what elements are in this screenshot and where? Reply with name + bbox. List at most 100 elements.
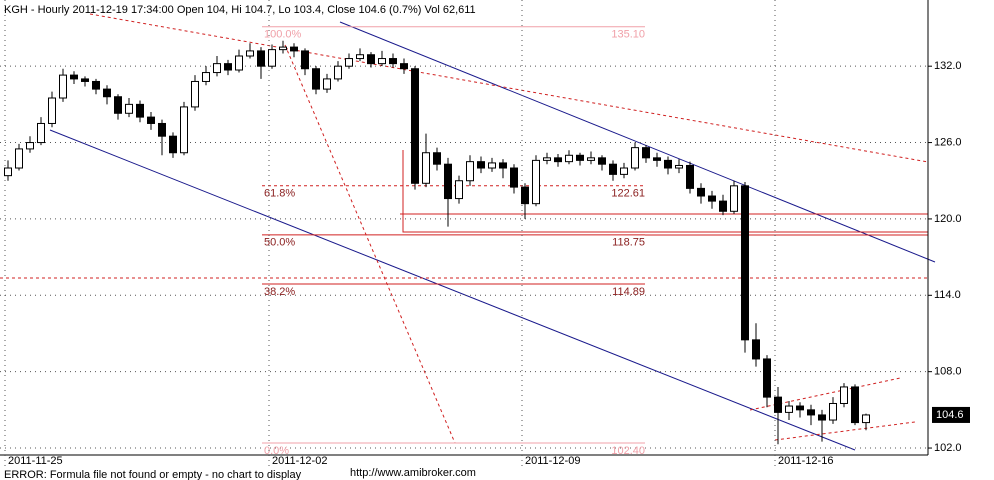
candle-body <box>323 78 331 90</box>
candle-body <box>235 55 243 71</box>
fib-ratio: 50.0% <box>264 237 295 249</box>
last-price-label: 104.6 <box>936 409 964 421</box>
candle-body <box>565 154 573 163</box>
candle-body <box>719 200 727 212</box>
error-message: ERROR: Formula file not found or empty -… <box>4 469 302 480</box>
y-tick-label: 108.0 <box>934 366 962 378</box>
candle-body <box>26 142 34 150</box>
y-tick-label: 120.0 <box>934 213 962 225</box>
candle-body <box>312 68 320 90</box>
candle-body <box>301 50 309 70</box>
candle-body <box>763 358 771 398</box>
range-box <box>402 150 928 233</box>
url: http://www.amibroker.com <box>350 467 476 479</box>
candle-body <box>829 402 837 421</box>
y-tick-label: 102.0 <box>934 442 962 454</box>
candle-body <box>411 68 419 184</box>
candle-body <box>477 161 485 169</box>
fib-level: 122.61 <box>611 188 645 200</box>
candle-body <box>653 157 661 161</box>
candle-body <box>433 152 441 165</box>
candle-body <box>37 122 45 144</box>
candle-body <box>92 80 100 90</box>
fib-level: 118.75 <box>612 237 645 249</box>
candle-body <box>70 74 78 80</box>
y-tick-label: 114.0 <box>934 289 961 301</box>
candle-body <box>400 63 408 70</box>
candle-body <box>367 54 375 65</box>
candle-body <box>15 148 23 169</box>
candle-body <box>741 185 749 341</box>
candle-body <box>862 414 870 424</box>
candle-body <box>697 187 705 197</box>
candle-body <box>257 50 265 67</box>
candle-body <box>268 49 276 67</box>
fib-ratio: 61.8% <box>264 188 295 200</box>
candle-body <box>686 164 694 189</box>
candle-body <box>752 339 760 360</box>
candle-body <box>576 154 584 161</box>
fib-level: 102.40 <box>611 445 645 457</box>
candle-body <box>499 162 507 169</box>
fib-level: 135.10 <box>611 29 645 41</box>
candle-body <box>213 63 221 74</box>
candle-body <box>521 186 529 205</box>
candle-body <box>114 96 122 114</box>
candle-body <box>202 72 210 82</box>
trend-line <box>49 129 856 451</box>
candle-body <box>444 163 452 200</box>
candle-body <box>48 97 56 124</box>
candle-body <box>620 167 628 175</box>
candle-body <box>785 405 793 413</box>
candle-body <box>180 106 188 154</box>
candle-body <box>598 157 606 165</box>
fib-ratio: 0.0% <box>264 445 289 457</box>
y-tick-label: 132.0 <box>934 60 962 72</box>
candle-body <box>147 116 155 124</box>
candle-body <box>356 54 364 60</box>
trend-line <box>284 44 456 444</box>
drawings <box>0 0 936 456</box>
x-tick-label: 2011-11-25 <box>8 455 63 467</box>
x-tick-label: 2011-12-09 <box>525 455 580 467</box>
candle-body <box>774 396 782 413</box>
candle-body <box>125 103 133 114</box>
candle-body <box>290 46 298 52</box>
candle-body <box>675 164 683 169</box>
candle-body <box>279 46 287 51</box>
candle-body <box>246 50 254 57</box>
candle-body <box>158 122 166 137</box>
fib-ratio: 100.0% <box>264 29 302 41</box>
trend-line <box>339 21 936 263</box>
candle-body <box>81 78 89 82</box>
candle-body <box>59 74 67 99</box>
candle-body <box>224 63 232 71</box>
candle-body <box>4 167 12 177</box>
candle-body <box>532 159 540 205</box>
y-tick-label: 126.0 <box>934 136 962 148</box>
candle-body <box>664 159 672 169</box>
candle-body <box>587 157 595 161</box>
candle-body <box>796 405 804 411</box>
candle-body <box>389 58 397 65</box>
candle-body <box>136 103 144 118</box>
candle-body <box>840 386 848 404</box>
candle-body <box>851 386 859 424</box>
x-tick-label: 2011-12-02 <box>272 455 327 467</box>
candle-body <box>708 195 716 202</box>
candle-body <box>334 65 342 80</box>
candle-body <box>807 409 815 416</box>
candle-body <box>730 185 738 212</box>
fib-level: 114.89 <box>612 286 645 298</box>
candle-body <box>554 157 562 163</box>
x-tick-label: 2011-12-16 <box>778 455 833 467</box>
candle-body <box>466 161 474 182</box>
candle-body <box>543 157 551 161</box>
candle-body <box>169 135 177 154</box>
candle-body <box>422 152 430 184</box>
candle-body <box>455 180 463 200</box>
candle-body <box>191 80 199 108</box>
